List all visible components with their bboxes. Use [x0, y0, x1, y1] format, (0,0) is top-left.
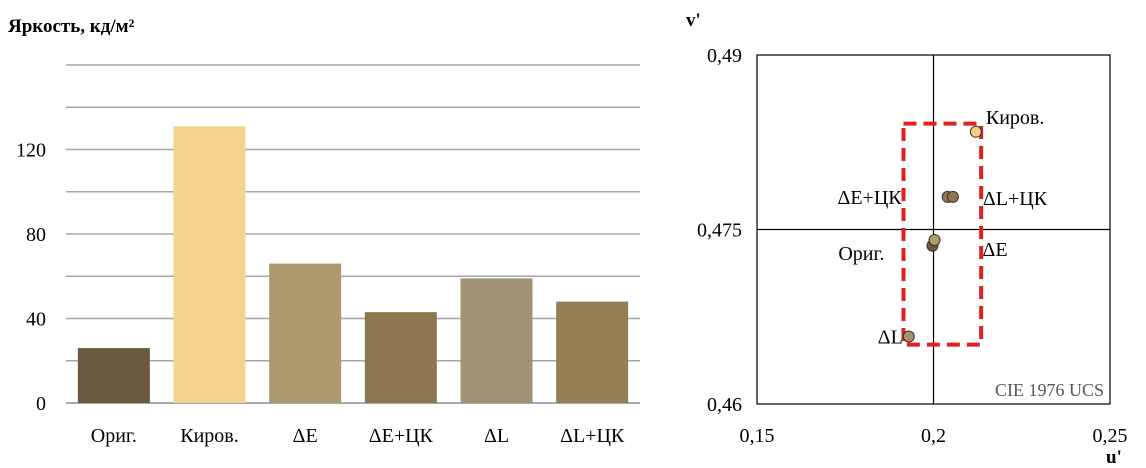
bar-1 [173, 126, 246, 403]
bar-y-tick-label: 0 [36, 393, 46, 415]
scatter-crosshair [757, 55, 1110, 404]
scatter-x-ticks: 0,15 0,2 0,25 [740, 425, 1128, 447]
scatter-y-tick-label: 0,46 [707, 394, 742, 416]
scatter-points [902, 125, 982, 343]
bar-y-tick-label: 40 [26, 309, 46, 331]
point-4 [928, 233, 941, 246]
bar-series [77, 126, 629, 403]
bar-2 [269, 263, 342, 403]
bar-x-tick-label: ΔE [293, 425, 318, 447]
bar-x-tick-label: Ориг. [91, 425, 137, 447]
scatter-y-label: v' [686, 10, 701, 31]
brightness-bar-chart: Яркость, кд/м² 0 40 80 120 Ориг. Киров. ΔE ΔE+… [8, 16, 640, 447]
scatter-point-labels: Киров. ΔE+ЦК ΔL+ЦК Ориг. ΔE ΔL [837, 107, 1047, 349]
bar-x-tick-label: ΔL [484, 425, 509, 447]
bar-x-tick-label: ΔL+ЦК [560, 425, 625, 447]
bar-3 [364, 312, 437, 403]
bar-5 [556, 301, 629, 403]
point-label: ΔE [983, 239, 1008, 261]
point-0 [969, 125, 982, 138]
point-5 [902, 330, 915, 343]
bar-x-tick-label: ΔE+ЦК [369, 425, 434, 447]
scatter-y-ticks: 0,46 0,475 0,49 [697, 45, 742, 416]
point-2 [946, 190, 959, 203]
scatter-y-tick-label: 0,49 [707, 45, 742, 67]
bar-chart-title: Яркость, кд/м² [8, 16, 135, 37]
point-label: ΔL+ЦК [983, 188, 1048, 210]
scatter-x-label: u' [1106, 447, 1122, 468]
scatter-x-tick-label: 0,25 [1093, 425, 1128, 447]
highlight-dashed-box [901, 121, 984, 347]
bar-y-tick-label: 80 [26, 224, 46, 246]
point-label: ΔE+ЦК [837, 187, 902, 209]
cie-annotation: CIE 1976 UCS [995, 380, 1104, 400]
bar-4 [460, 278, 533, 403]
scatter-y-tick-label: 0,475 [697, 220, 742, 242]
bar-0 [77, 348, 150, 403]
bar-y-ticks: 0 40 80 120 [16, 140, 46, 416]
point-label: Киров. [986, 107, 1045, 129]
bar-x-ticks: Ориг. Киров. ΔE ΔE+ЦК ΔL ΔL+ЦК [91, 425, 625, 447]
point-label: ΔL [878, 327, 903, 349]
point-label: Ориг. [838, 243, 884, 265]
cie-scatter-chart: v' u' 0,46 0,475 0,49 0,15 0,2 0,25 Киров. ΔE… [686, 10, 1128, 468]
bar-x-tick-label: Киров. [180, 425, 239, 447]
bar-grid [66, 64, 640, 404]
scatter-x-tick-label: 0,2 [921, 425, 946, 447]
scatter-x-tick-label: 0,15 [740, 425, 775, 447]
bar-y-tick-label: 120 [16, 140, 46, 162]
